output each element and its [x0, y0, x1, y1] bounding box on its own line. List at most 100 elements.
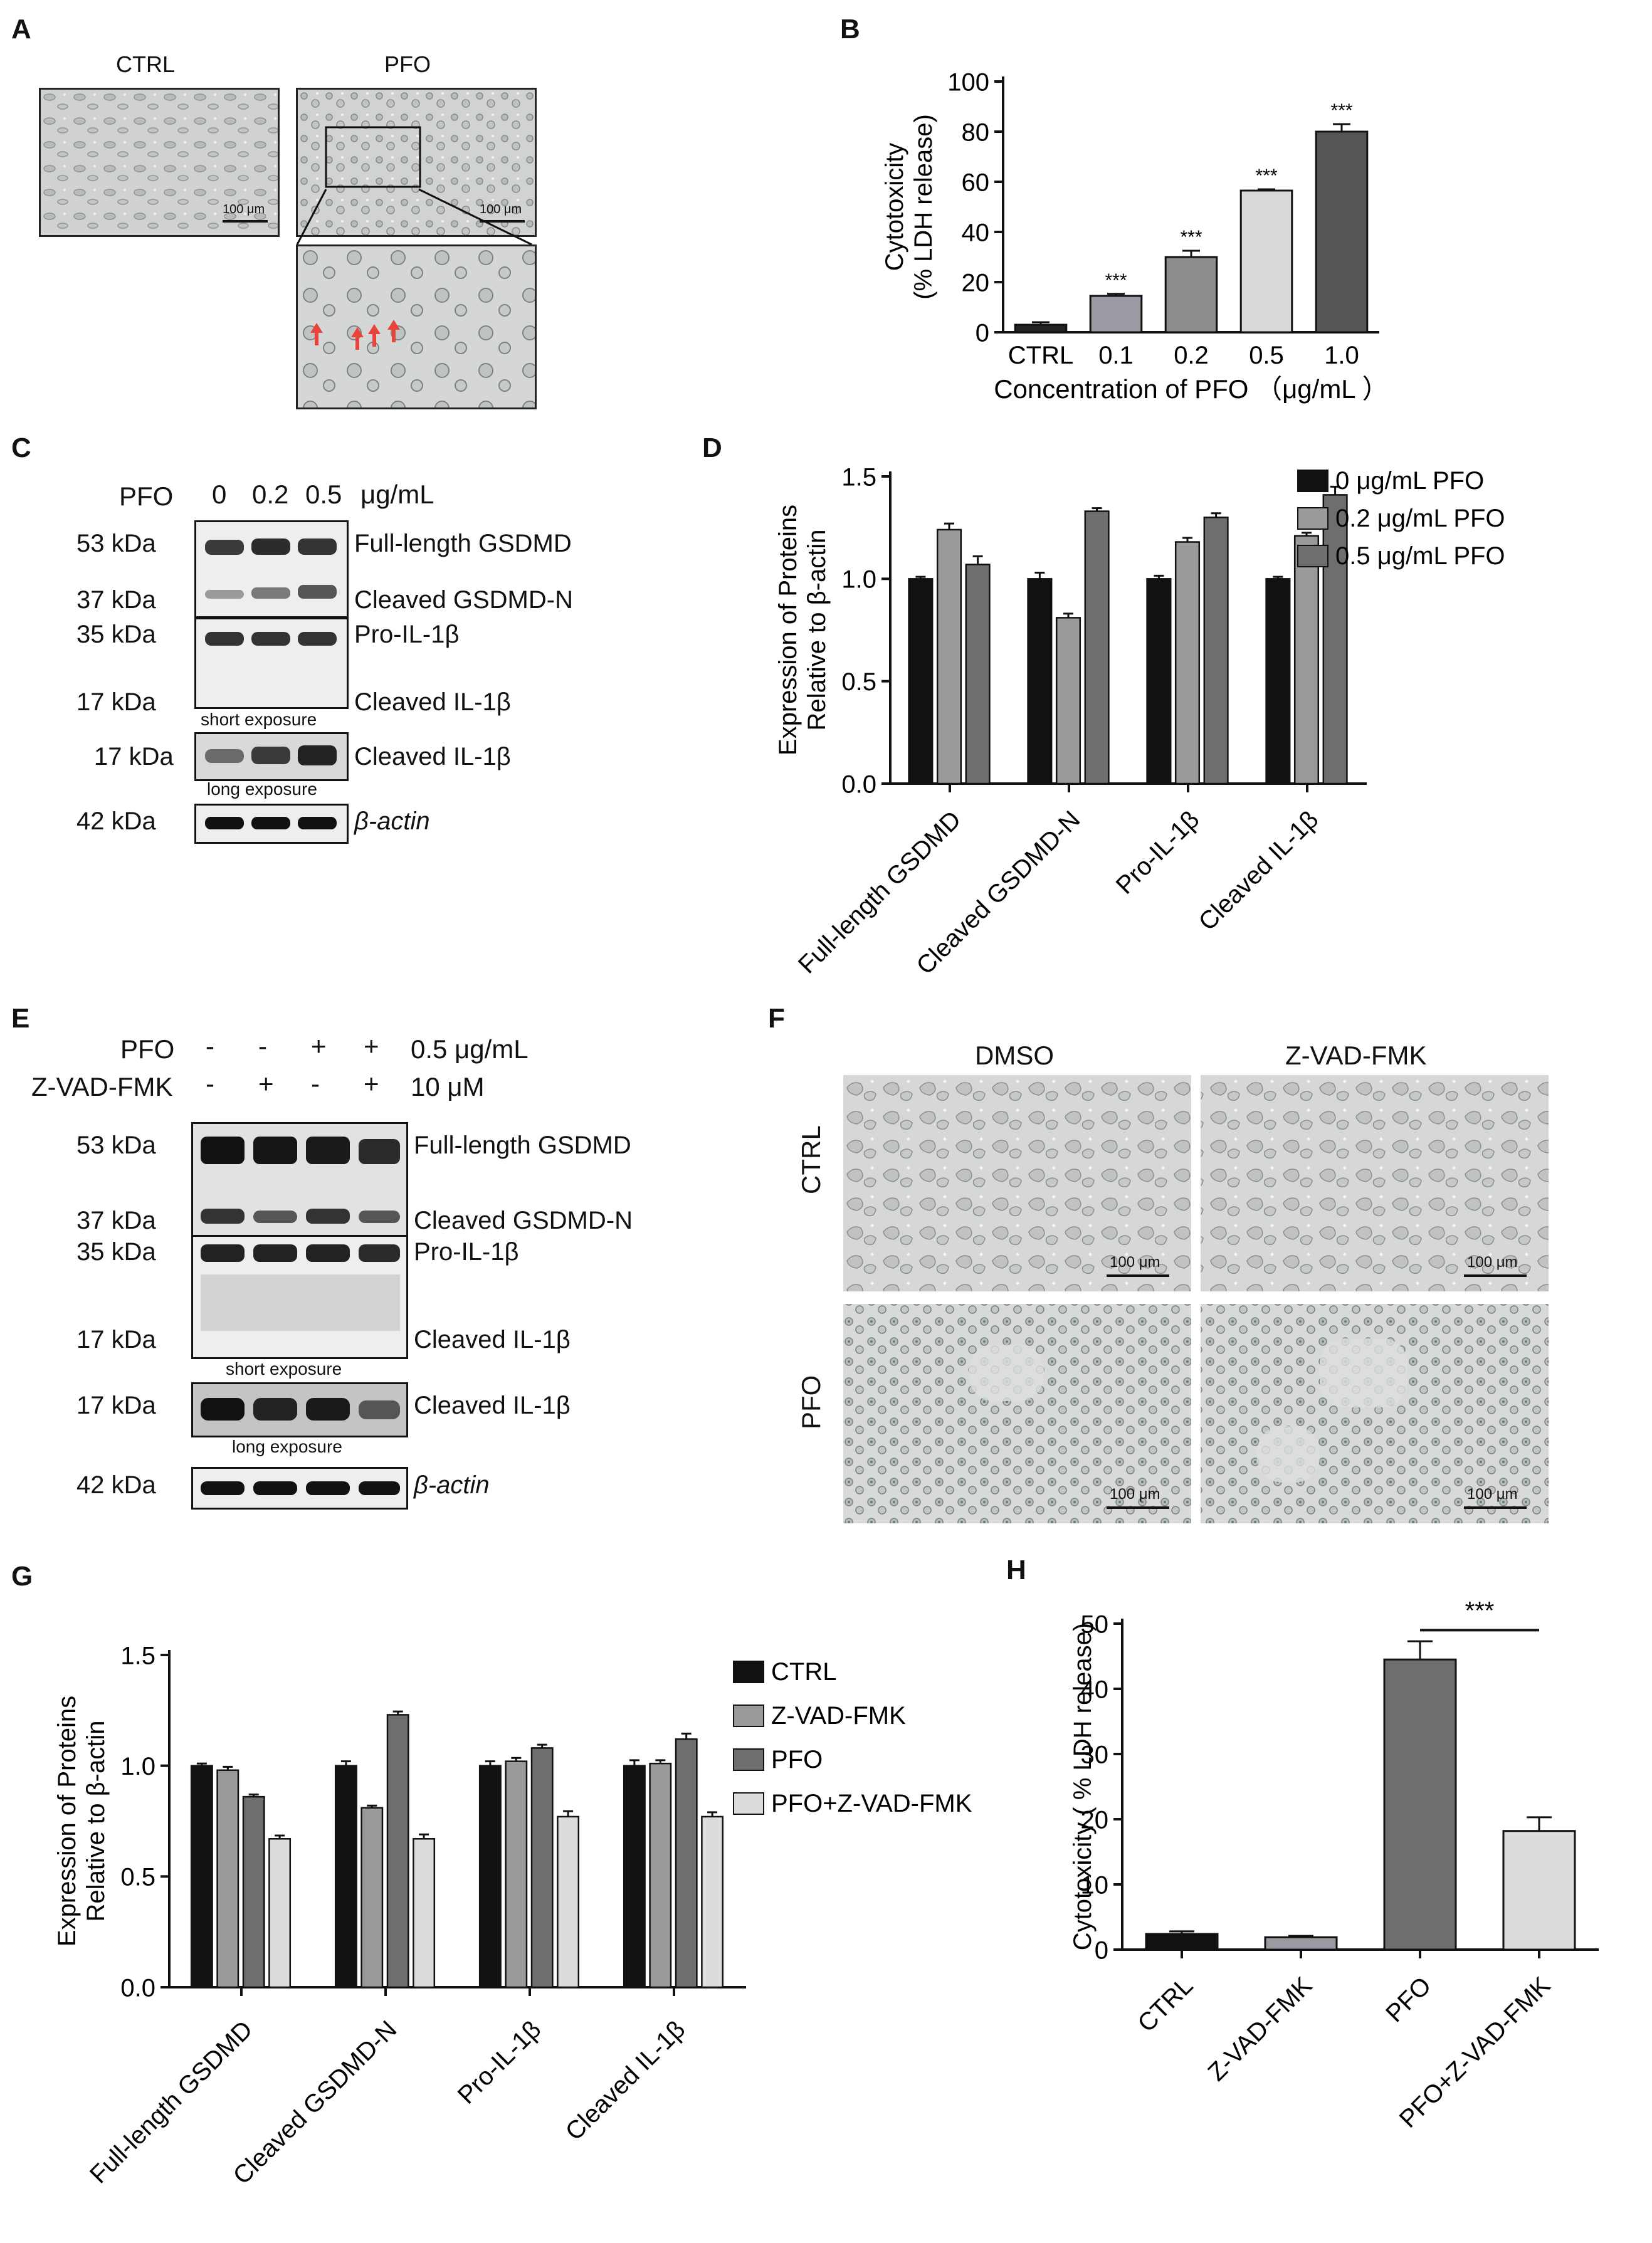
band-label: β-actin [354, 807, 430, 835]
micrograph-col-zvad: Z-VAD-FMK [1285, 1041, 1427, 1070]
chart-b-x-tick-label: 0.1 [1098, 342, 1134, 369]
chart-g-y-tick-label: 1.5 [120, 1642, 155, 1669]
chart-g-bar [386, 1714, 409, 1988]
micrograph-pfo-zoom [296, 244, 537, 409]
chart-g-bar [216, 1769, 239, 1988]
band-label: Cleaved IL-1β [414, 1326, 571, 1353]
chart-h-y-tick-label: 30 [1081, 1741, 1109, 1768]
chart-h-bar [1383, 1658, 1457, 1951]
chart-g-bar [649, 1762, 672, 1988]
chart-g-x-tick-label: Pro-IL-1β [453, 2015, 547, 2109]
band-label: Full-length GSDMD [414, 1132, 631, 1159]
exposure-note: long exposure [232, 1437, 342, 1456]
band-label: Pro-IL-1β [354, 621, 460, 648]
chart-d-bar [1265, 578, 1291, 785]
chart-b-y-tick-label: 80 [962, 118, 990, 146]
micrograph-pfo-zoom-texture [298, 246, 535, 407]
chart-g-y-tick-label: 0.0 [120, 1974, 155, 2002]
blot-c-il1b-long [194, 732, 349, 781]
sign: - [206, 1069, 214, 1098]
scalebar-line [223, 220, 268, 223]
micrograph-title-ctrl: CTRL [116, 51, 176, 77]
band-label: Cleaved IL-1β [354, 688, 511, 716]
chart-g-legend-label: PFO [771, 1746, 823, 1773]
chart-g-legend-swatch [733, 1705, 764, 1727]
chart-b-y-tick-label: 100 [947, 68, 989, 96]
chart-h-y-tick-label: 10 [1081, 1871, 1109, 1899]
panel-label-f: F [768, 1003, 785, 1034]
chart-d-bar [965, 564, 991, 785]
sign: + [311, 1031, 327, 1061]
chart-g-y-tick-label: 1.0 [120, 1753, 155, 1780]
chart-h-significance-label: *** [1465, 1597, 1495, 1624]
micrograph-ctrl-texture [41, 90, 278, 235]
sign: + [364, 1069, 379, 1098]
chart-g-bar [675, 1738, 698, 1988]
band-label: Cleaved GSDMD-N [354, 586, 573, 614]
chart-d-legend-swatch [1297, 507, 1328, 530]
chart-g-legend-swatch [733, 1792, 764, 1815]
chart-d-legend-label: 0.5 μg/mL PFO [1335, 542, 1505, 570]
chart-b-x-label: Concentration of PFO （μg/mL ） [994, 374, 1389, 404]
exposure-note: long exposure [207, 779, 317, 799]
chart-d: 0.0 0.5 1.0 1.5 Expression of Proteins Relati… [774, 463, 1505, 980]
blot-e-il1b-long [191, 1382, 408, 1437]
chart-g-x-tick-label: Cleaved GSDMD-N [228, 2015, 402, 2190]
chart-d-bar [1203, 517, 1229, 785]
sign: + [258, 1069, 274, 1098]
scalebar-label: 100 μm [1467, 1254, 1518, 1271]
blot-e-actin [191, 1467, 408, 1510]
chart-g-bar [334, 1765, 357, 1988]
chart-g-bar [413, 1838, 436, 1988]
chart-g-bar [701, 1815, 724, 1988]
exposure-note: short exposure [226, 1359, 342, 1379]
chart-b-annotation: *** [1255, 165, 1277, 186]
chart-h-x-tick-label: CTRL [1132, 1972, 1198, 2037]
chart-d-legend-label: 0 μg/mL PFO [1335, 467, 1484, 495]
chart-h-y-tick-label: 50 [1081, 1610, 1109, 1638]
scalebar-line [480, 220, 525, 223]
chart-b-y-tick-label: 60 [962, 169, 990, 196]
blot-c-actin [194, 804, 349, 844]
blot-c-lane-2: 0.5 [305, 480, 342, 509]
chart-b-annotation: *** [1105, 270, 1127, 291]
scalebar-label: 100 μm [1110, 1486, 1160, 1503]
panel-label-e: E [11, 1003, 30, 1034]
chart-d-legend-swatch [1297, 545, 1328, 567]
chart-g-x-tick-label: Full-length GSDMD [85, 2015, 258, 2188]
blot-c-lane-1: 0.2 [252, 480, 289, 509]
chart-b-x-tick-label: CTRL [1008, 342, 1073, 369]
chart-b-y-label: Cytotoxicity [881, 143, 908, 271]
panel-label-c: C [11, 433, 31, 463]
micrograph-row-pfo: PFO [796, 1375, 826, 1429]
chart-d-bar [1084, 510, 1110, 785]
band-label: Pro-IL-1β [414, 1238, 519, 1266]
chart-h-bar [1145, 1933, 1219, 1951]
chart-b-bar [1239, 189, 1293, 334]
chart-b-x-tick-label: 0.5 [1249, 342, 1284, 369]
kda-label: 17 kDa [76, 1392, 156, 1419]
chart-h-x-tick-label: Z-VAD-FMK [1202, 1972, 1317, 2086]
exposure-note: short exposure [201, 710, 317, 729]
band-label: Cleaved IL-1β [354, 743, 511, 770]
chart-g-legend-swatch [733, 1661, 764, 1683]
sign: + [364, 1031, 379, 1061]
chart-b-bar [1315, 130, 1369, 334]
chart-h-y-tick-label: 20 [1081, 1806, 1109, 1834]
kda-label: 37 kDa [76, 586, 156, 614]
chart-b-bar [1164, 256, 1218, 334]
chart-g-legend-label: CTRL [771, 1658, 836, 1686]
kda-label: 53 kDa [76, 1132, 156, 1159]
chart-g-bar [623, 1765, 646, 1988]
chart-d-y-tick-label: 1.0 [841, 566, 876, 594]
chart-g-bar [190, 1765, 213, 1988]
chart-g-bar [268, 1838, 292, 1988]
chart-g-legend-swatch [733, 1748, 764, 1771]
arrow-icon-group [310, 320, 400, 350]
scalebar-label: 100 μm [1467, 1486, 1518, 1503]
micrograph-ctrl: 100 μm [39, 88, 280, 237]
chart-b-x-tick-label: 0.2 [1174, 342, 1209, 369]
blot-c-top-label: PFO [119, 481, 174, 511]
chart-g-bar [360, 1807, 384, 1988]
